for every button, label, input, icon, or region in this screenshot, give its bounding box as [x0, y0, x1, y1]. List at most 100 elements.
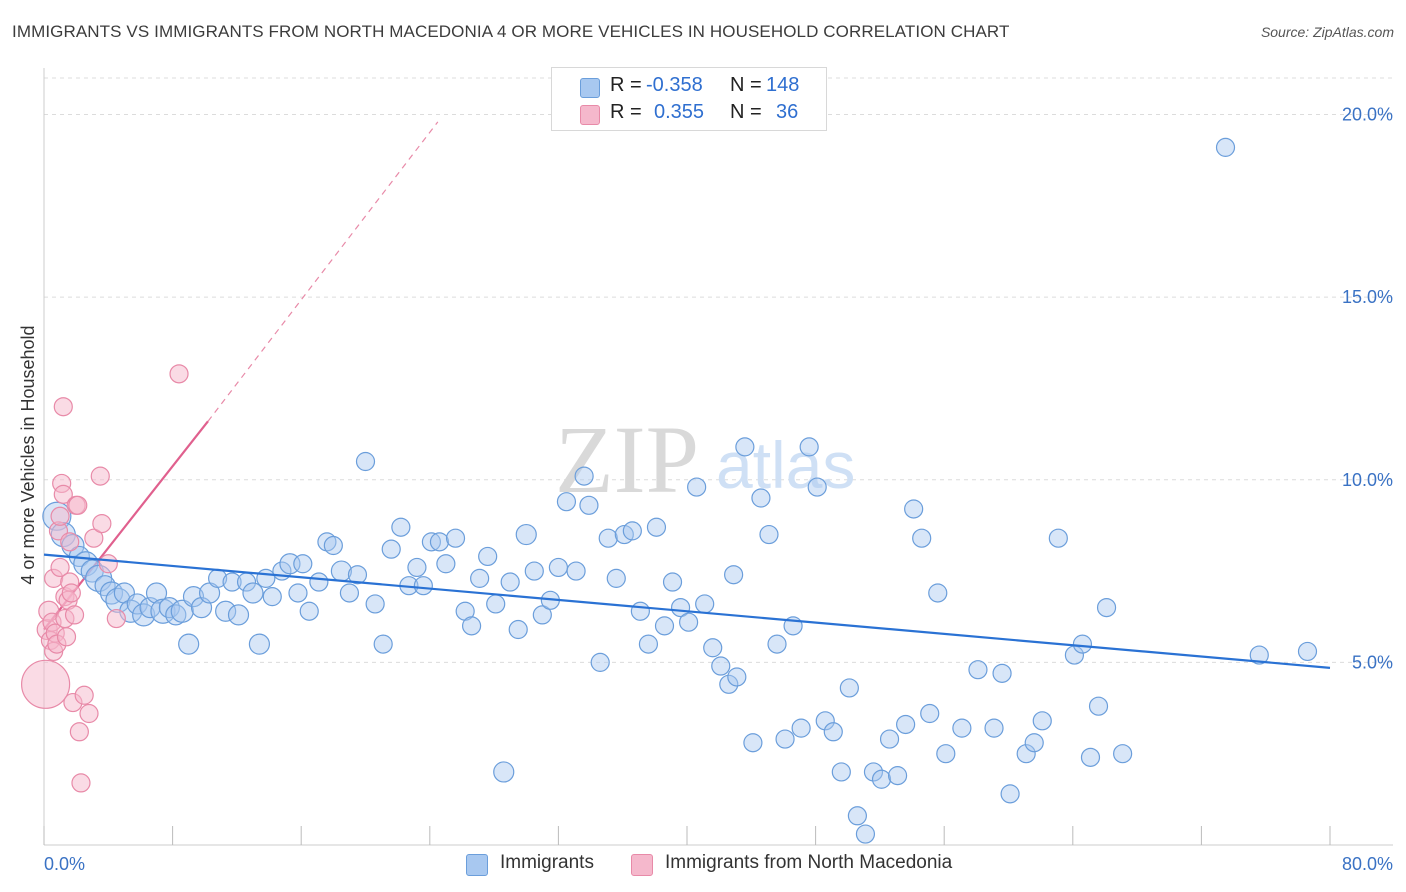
immigrants-point — [724, 565, 744, 585]
macedonia-point — [64, 605, 85, 625]
bottom-legend-label-immigrants: Immigrants — [500, 852, 594, 873]
macedonia-point — [74, 685, 94, 705]
immigrants-point — [365, 594, 385, 614]
immigrants-point — [936, 744, 956, 764]
immigrants-point — [421, 532, 442, 552]
immigrants-point — [743, 733, 763, 753]
macedonia-point — [84, 528, 104, 548]
legend-n-value: 148 — [766, 74, 800, 96]
immigrants-point — [145, 582, 168, 604]
immigrants-point — [532, 605, 552, 625]
immigrants-point — [646, 517, 667, 537]
immigrants-point — [887, 766, 908, 786]
immigrants-point — [1072, 634, 1093, 654]
y-tick-label: 20.0% — [1342, 105, 1393, 125]
immigrants-point — [373, 634, 393, 654]
immigrants-point — [879, 729, 900, 749]
legend-r-label: R = — [610, 101, 642, 123]
macedonia-point — [50, 506, 70, 526]
immigrants-point — [1297, 641, 1318, 662]
immigrants-point — [330, 560, 352, 582]
immigrants-point — [912, 528, 932, 548]
immigrants-point — [170, 599, 194, 623]
legend-n-label: N = — [730, 101, 762, 123]
immigrants-point — [622, 521, 642, 541]
legend-row-immigrants: R = -0.358 N = 148 — [552, 74, 826, 100]
immigrants-point — [831, 762, 851, 782]
macedonia-point — [98, 554, 118, 574]
immigrants-point — [486, 594, 506, 614]
immigrants-point — [654, 616, 675, 636]
x-tick-label: 80.0% — [1342, 854, 1393, 874]
immigrants-point — [855, 824, 876, 844]
immigrants-point — [1032, 711, 1052, 731]
tick-labels: 5.0% 10.0% 15.0% 20.0% 0.0% 80.0% — [44, 105, 1393, 874]
immigrants-point — [807, 477, 827, 497]
immigrants-point — [436, 554, 456, 574]
immigrants-point — [574, 466, 594, 486]
legend-r-label: R = — [610, 74, 642, 96]
legend-swatch-immigrants — [580, 78, 600, 98]
immigrants-point — [182, 586, 205, 608]
immigrants-point — [445, 528, 466, 548]
immigrants-point — [391, 517, 411, 537]
immigrants-point — [968, 660, 988, 680]
immigrants-point — [638, 634, 659, 654]
pink-points-group — [21, 364, 189, 793]
immigrants-point — [751, 488, 771, 508]
immigrants-point — [735, 437, 755, 457]
immigrants-point — [493, 761, 515, 783]
immigrants-point — [823, 722, 843, 742]
immigrants-point — [1088, 696, 1109, 716]
immigrants-point — [222, 572, 242, 592]
immigrants-point — [288, 583, 308, 603]
immigrants-point — [1215, 137, 1236, 157]
immigrants-point — [242, 582, 264, 604]
immigrants-point — [339, 583, 360, 603]
macedonia-trend-extension — [207, 121, 439, 422]
immigrants-point — [215, 600, 237, 622]
immigrants-point — [355, 451, 376, 472]
immigrants-point — [309, 572, 329, 592]
legend-row-macedonia: R = 0.355 N = 36 — [552, 101, 826, 127]
immigrants-point — [299, 601, 319, 621]
immigrants-point — [1113, 744, 1133, 764]
immigrants-point — [590, 652, 610, 672]
macedonia-point — [21, 659, 71, 709]
immigrants-point — [920, 703, 940, 724]
x-tick-label: 0.0% — [44, 854, 85, 874]
immigrants-point — [896, 714, 916, 735]
immigrants-point — [381, 539, 401, 559]
immigrants-point — [799, 437, 819, 457]
immigrants-point — [662, 572, 683, 592]
immigrants-point — [347, 565, 368, 585]
immigrants-point — [407, 557, 427, 578]
immigrants-point — [1080, 747, 1101, 767]
immigrants-point — [1024, 733, 1044, 753]
immigrants-point — [767, 634, 787, 654]
y-tick-label: 15.0% — [1342, 287, 1393, 307]
immigrants-point — [524, 561, 544, 581]
immigrants-point — [952, 718, 972, 738]
immigrants-point — [719, 674, 739, 694]
y-tick-label: 10.0% — [1342, 470, 1393, 490]
legend-swatch-macedonia — [580, 105, 600, 125]
immigrants-point — [579, 495, 599, 515]
macedonia-point — [92, 513, 112, 534]
immigrants-point — [461, 616, 482, 636]
immigrants-point — [1249, 645, 1269, 665]
macedonia-point — [169, 364, 189, 384]
blue-trend-group — [43, 553, 1331, 669]
immigrants-point — [984, 718, 1004, 738]
immigrants-point — [775, 729, 795, 749]
immigrants-point — [759, 524, 779, 545]
immigrants-point — [515, 523, 537, 546]
macedonia-point — [53, 484, 73, 504]
legend-n-value: 36 — [776, 101, 799, 123]
immigrants-point — [1048, 528, 1068, 548]
immigrants-point — [791, 718, 811, 738]
macedonia-point — [68, 495, 88, 515]
immigrants-point — [548, 557, 569, 578]
immigrants-point — [1016, 744, 1036, 764]
